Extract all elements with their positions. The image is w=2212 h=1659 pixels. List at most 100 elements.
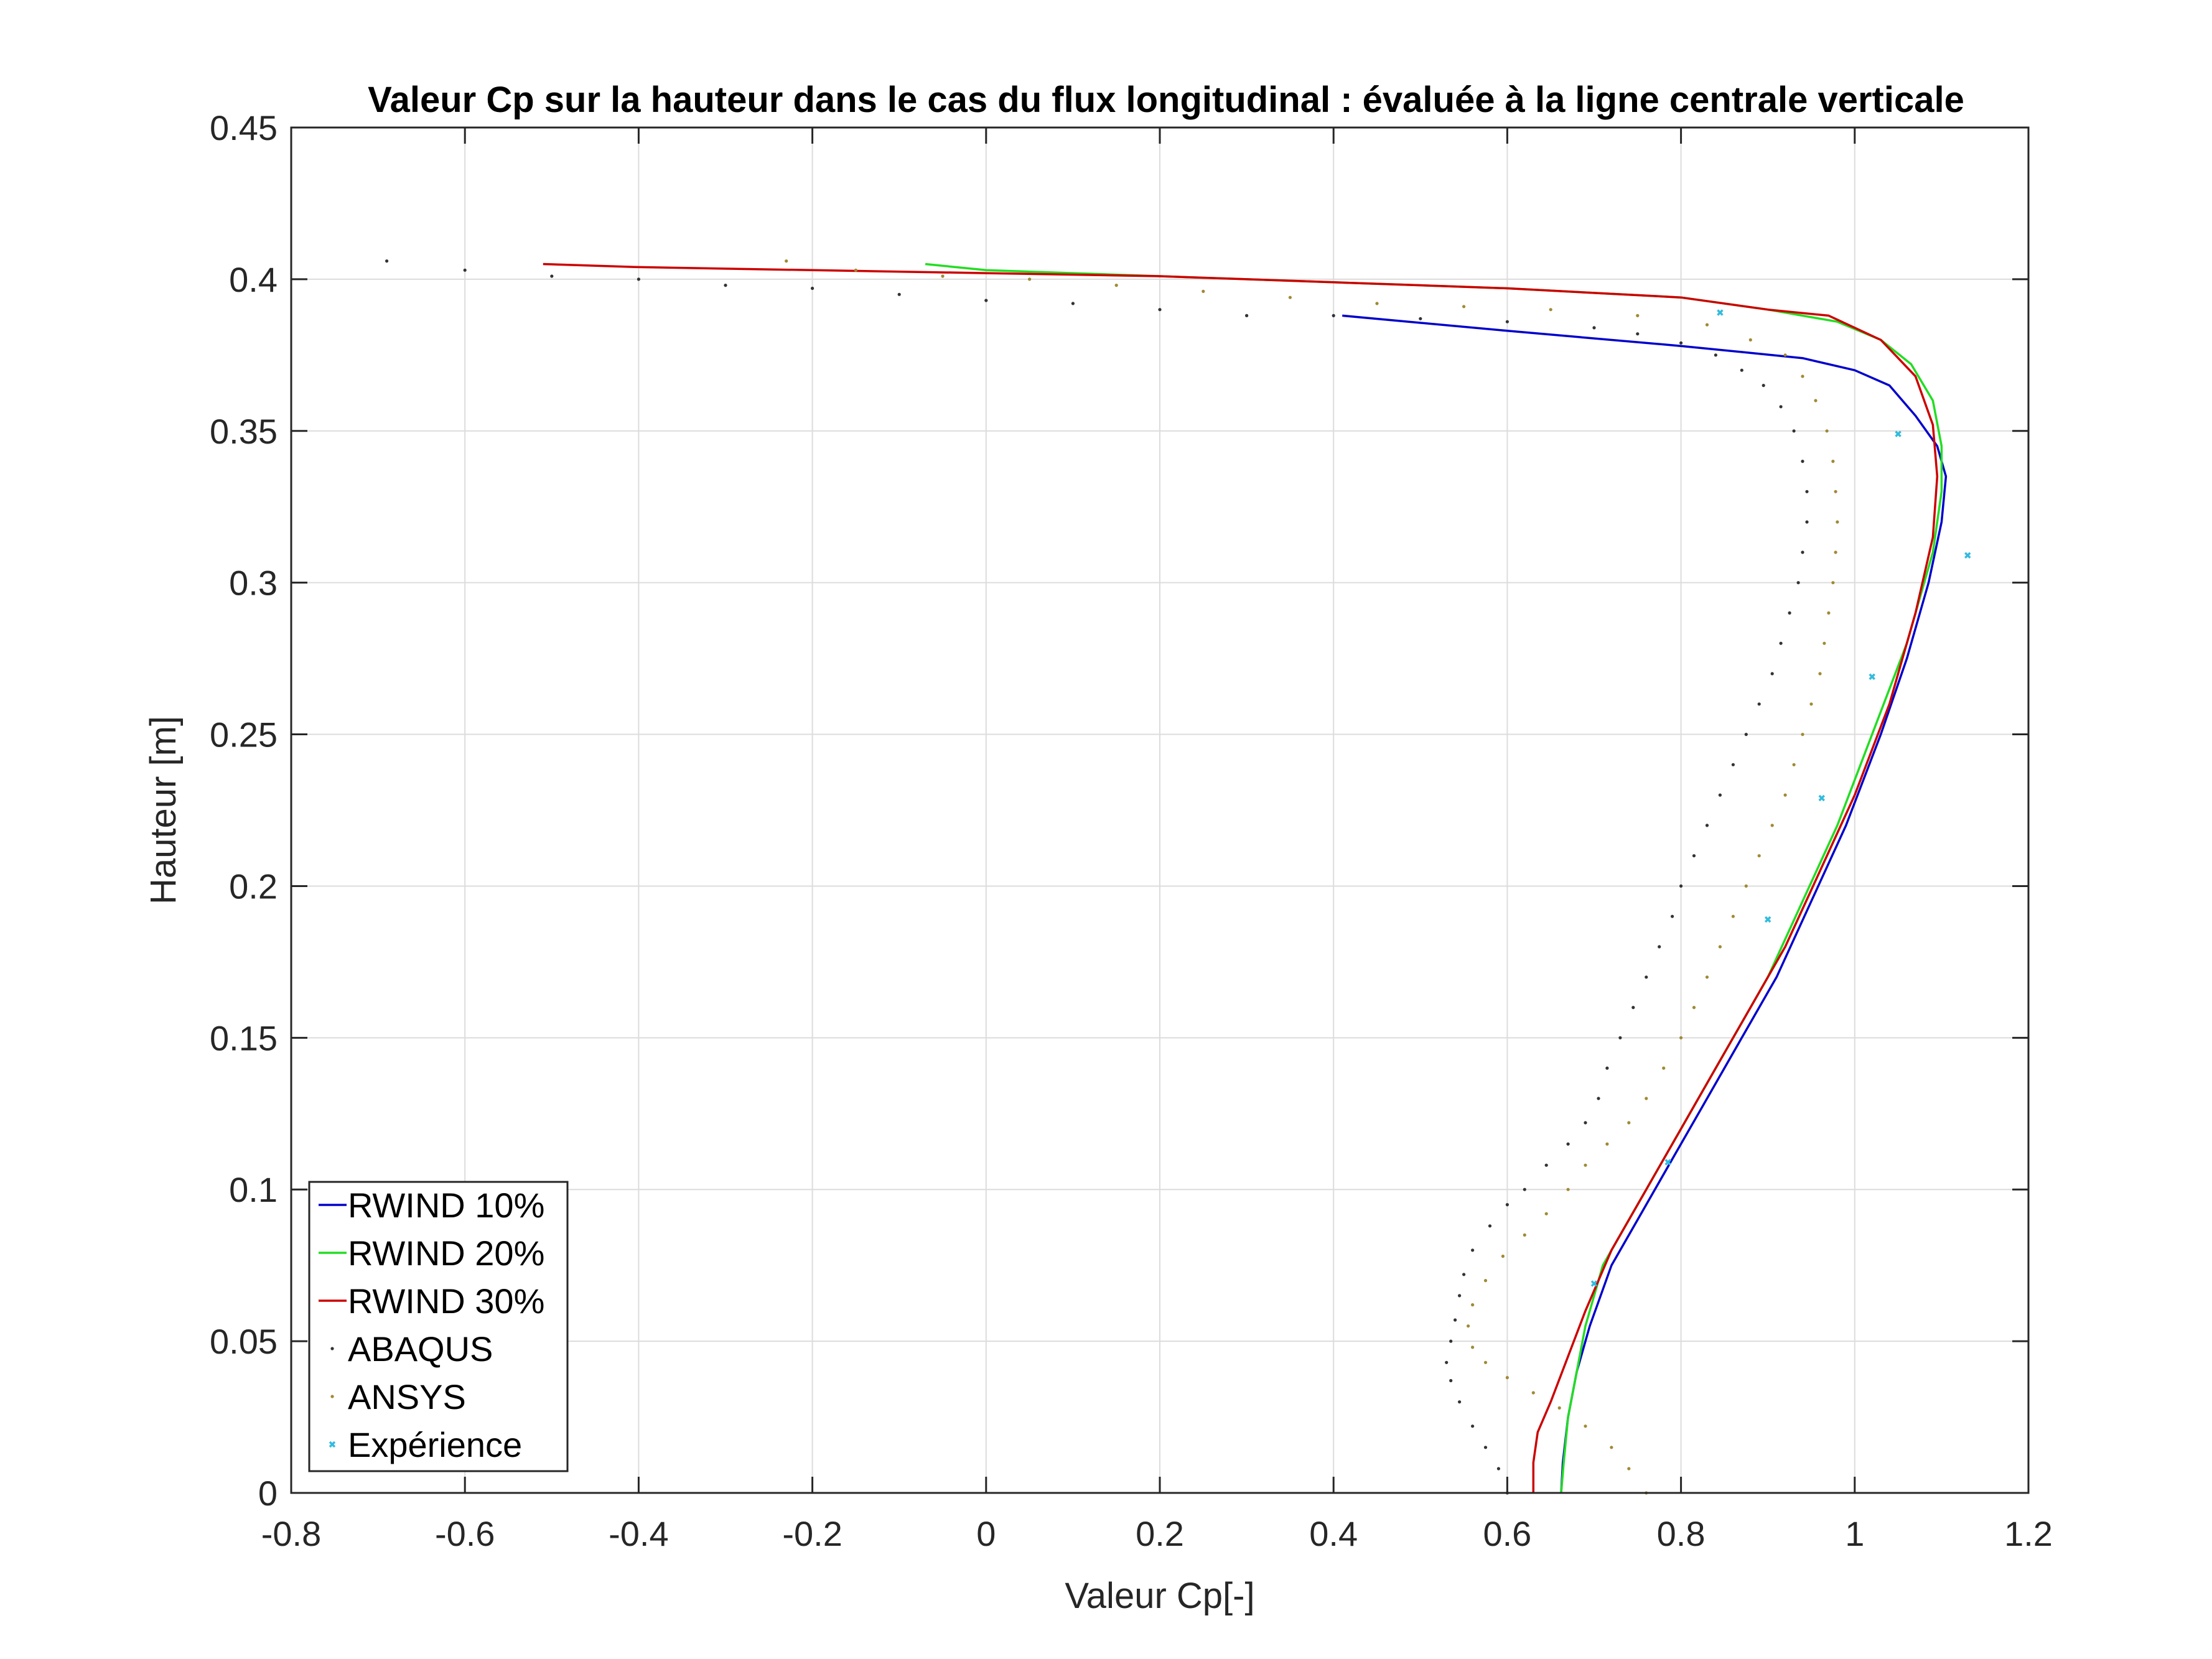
data-point-experience xyxy=(1818,794,1825,802)
data-point-abaqus xyxy=(1454,1318,1457,1322)
data-point-ansys xyxy=(1549,308,1552,312)
data-point-abaqus xyxy=(1544,1163,1548,1167)
data-point-abaqus xyxy=(1805,520,1809,524)
data-point-ansys xyxy=(1288,295,1292,299)
legend-item-rwind-20: RWIND 20% xyxy=(319,1234,544,1273)
data-point-experience xyxy=(1717,309,1724,316)
data-point-experience xyxy=(1895,430,1902,437)
data-point-ansys xyxy=(1831,460,1835,463)
legend-item-abaqus: ABAQUS xyxy=(330,1329,493,1369)
data-point-abaqus xyxy=(724,284,727,287)
data-point-ansys xyxy=(1645,1097,1648,1100)
data-point-abaqus xyxy=(1714,353,1717,357)
data-point-ansys xyxy=(1202,289,1205,293)
data-point-abaqus xyxy=(1757,702,1761,706)
series-experience xyxy=(1590,309,1971,1287)
data-point-abaqus xyxy=(1483,1446,1488,1449)
y-tick-label: 0.35 xyxy=(210,412,278,451)
data-point-abaqus xyxy=(1631,1006,1635,1010)
data-point-abaqus xyxy=(1796,581,1800,585)
x-tick-label: 0 xyxy=(976,1514,996,1553)
data-point-ansys xyxy=(1744,884,1748,888)
data-point-abaqus xyxy=(897,292,901,296)
series-rwind-10 xyxy=(1342,314,1948,1494)
y-tick-label: 0.45 xyxy=(210,108,278,147)
data-point-ansys xyxy=(1662,1066,1666,1070)
data-point-abaqus xyxy=(1731,763,1735,766)
data-point-ansys xyxy=(1705,323,1709,327)
data-point-ansys xyxy=(1792,763,1796,766)
data-point-ansys xyxy=(1801,374,1804,378)
data-point-ansys xyxy=(1814,399,1818,402)
data-point-abaqus xyxy=(1071,302,1075,305)
data-point-ansys xyxy=(1557,1406,1561,1410)
data-point-abaqus xyxy=(1692,854,1696,858)
data-point-ansys xyxy=(1523,1233,1526,1237)
chart-title: Valeur Cp sur la hauteur dans le cas du … xyxy=(368,80,1964,120)
series-line-rwind-10 xyxy=(1342,314,1948,1494)
data-point-abaqus xyxy=(811,286,814,290)
data-point-ansys xyxy=(1584,1163,1587,1167)
data-point-ansys xyxy=(1375,302,1379,305)
data-point-ansys xyxy=(1770,824,1774,827)
data-point-ansys xyxy=(1783,353,1787,357)
data-point-abaqus xyxy=(1597,1097,1600,1100)
y-tick-label: 0.1 xyxy=(229,1170,278,1209)
data-point-abaqus xyxy=(1762,384,1765,388)
data-point-experience xyxy=(1664,1159,1671,1166)
y-axis-label: Hauteur [m] xyxy=(143,716,184,904)
data-point-ansys xyxy=(1114,284,1118,287)
data-point-abaqus xyxy=(1462,1273,1466,1276)
data-point-ansys xyxy=(1471,1345,1475,1349)
data-point-ansys xyxy=(1531,1391,1535,1395)
data-point-abaqus xyxy=(1496,1467,1500,1471)
legend-label: RWIND 30% xyxy=(348,1281,544,1321)
data-point-abaqus xyxy=(1779,405,1783,409)
x-tick-label: 0.6 xyxy=(1483,1514,1531,1553)
legend: RWIND 10% RWIND 20% RWIND 30% ABAQUS ANSYS Ex… xyxy=(308,1181,569,1472)
data-point-abaqus xyxy=(1705,824,1709,827)
data-point-abaqus xyxy=(1740,368,1743,372)
data-point-ansys xyxy=(1566,1187,1570,1191)
x-tick-label: -0.8 xyxy=(261,1514,322,1553)
data-point-ansys xyxy=(1809,702,1813,706)
data-point-ansys xyxy=(1605,1142,1609,1146)
data-point-ansys xyxy=(1636,314,1640,317)
data-point-abaqus xyxy=(1801,551,1804,554)
data-point-ansys xyxy=(1825,429,1829,433)
series-rwind-30 xyxy=(543,263,1939,1493)
x-tick-label: -0.6 xyxy=(435,1514,495,1553)
data-point-ansys xyxy=(1679,1036,1683,1039)
data-point-abaqus xyxy=(1505,1203,1509,1207)
data-point-abaqus xyxy=(984,299,988,302)
data-point-ansys xyxy=(1467,1324,1470,1328)
data-point-ansys xyxy=(1584,1424,1587,1428)
data-point-ansys xyxy=(1834,551,1837,554)
data-point-experience xyxy=(1964,552,1971,559)
data-point-ansys xyxy=(1028,277,1032,281)
legend-label: Expérience xyxy=(348,1425,522,1464)
data-point-abaqus xyxy=(1419,317,1422,320)
data-point-abaqus xyxy=(637,277,640,281)
data-point-ansys xyxy=(854,268,857,272)
data-point-abaqus xyxy=(463,268,467,272)
y-tick-label: 0.15 xyxy=(210,1018,278,1057)
data-point-ansys xyxy=(1627,1467,1631,1471)
data-point-abaqus xyxy=(1792,429,1796,433)
tick-labels: -0.8 -0.6 -0.4 -0.2 0 0.2 0.4 0.6 0.8 1 1.2 0 0.05 0.… xyxy=(210,108,2053,1553)
legend-swatch xyxy=(330,1347,334,1350)
data-point-abaqus xyxy=(1584,1121,1587,1125)
data-point-ansys xyxy=(1822,641,1826,645)
data-point-abaqus xyxy=(1449,1339,1453,1343)
series-abaqus xyxy=(385,259,1809,1495)
x-tick-label: 1 xyxy=(1845,1514,1864,1553)
data-point-ansys xyxy=(1827,611,1831,615)
series-layer xyxy=(385,259,1971,1495)
legend-item-ansys: ANSYS xyxy=(330,1377,466,1416)
data-point-ansys xyxy=(785,259,788,263)
data-point-ansys xyxy=(1731,914,1735,918)
data-point-ansys xyxy=(1801,733,1804,737)
data-point-ansys xyxy=(1757,854,1761,858)
legend-swatch xyxy=(329,1441,336,1448)
data-point-abaqus xyxy=(1770,672,1774,676)
